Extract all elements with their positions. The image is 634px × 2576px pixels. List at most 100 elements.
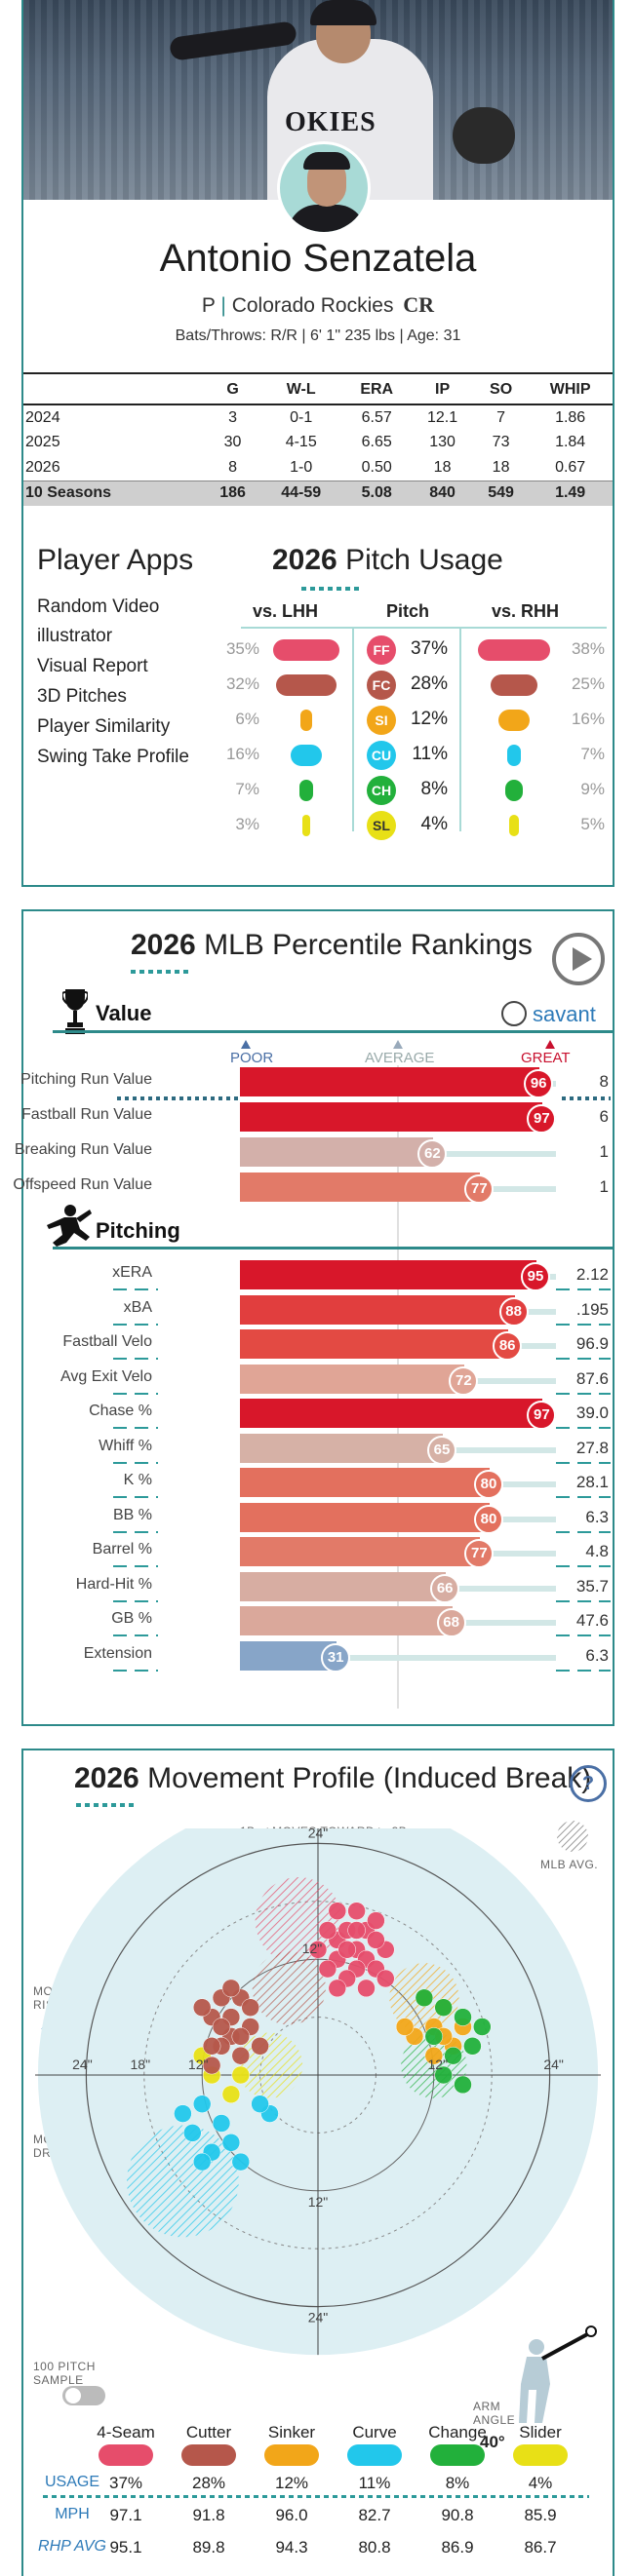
pitching-section-rule <box>53 1247 613 1250</box>
legend-pitch-name[interactable]: Change <box>428 2423 487 2441</box>
stats-header: WHIP <box>528 372 613 405</box>
legend-pitch-name[interactable]: Cutter <box>185 2423 232 2441</box>
legend-pitch-name[interactable]: Sinker <box>267 2423 316 2441</box>
stats-cell: 12.1 <box>427 408 458 426</box>
percentile-row[interactable]: Hard-Hit % 66 35.7 <box>23 1570 613 1603</box>
percentile-row[interactable]: K % 80 28.1 <box>23 1466 613 1499</box>
percentile-row[interactable]: Whiff % 65 27.8 <box>23 1432 613 1465</box>
row-dash <box>113 1427 158 1429</box>
percentile-bar <box>240 1137 434 1167</box>
legend-pitch-name[interactable]: 4-Seam <box>97 2423 155 2441</box>
legend-cell: 37% <box>108 2474 143 2492</box>
app-link[interactable]: illustrator <box>37 626 113 646</box>
percentile-bubble: 77 <box>464 1539 495 1568</box>
percentile-bubble: 97 <box>527 1104 557 1134</box>
pitch-sample-toggle[interactable] <box>62 2386 105 2405</box>
legend-cell: 96.0 <box>275 2506 308 2524</box>
percentile-row[interactable]: Breaking Run Value 62 1 <box>15 1135 613 1169</box>
totals-row: 10 Seasons 186 44-59 5.08 840 549 1.49 <box>23 480 613 506</box>
movement-card: 2026 Movement Profile (Induced Break) ? … <box>21 1749 614 2576</box>
legend-cell: 12% <box>274 2474 309 2492</box>
row-dash <box>113 1461 158 1464</box>
percentile-row[interactable]: BB % 80 6.3 <box>23 1501 613 1534</box>
percentile-row[interactable]: Pitching Run Value 96 8 <box>20 1065 613 1098</box>
percentile-row[interactable]: Avg Exit Velo 72 87.6 <box>23 1363 613 1396</box>
legend-row-label: USAGE <box>44 2474 99 2490</box>
percentile-row[interactable]: GB % 68 47.6 <box>23 1604 613 1637</box>
pitch-usage-row[interactable]: 16% CU 11% 7% <box>23 737 613 772</box>
percentile-bar <box>240 1433 443 1463</box>
scale-average: AVERAGE <box>365 1050 435 1066</box>
team-name[interactable]: Colorado Rockies <box>231 294 394 317</box>
pitch-usage-row[interactable]: 32% FC 28% 25% <box>23 667 613 702</box>
app-link[interactable]: Swing Take Profile <box>37 747 189 767</box>
row-dash <box>556 1669 611 1672</box>
percentile-row[interactable]: Offspeed Run Value 77 1 <box>13 1171 613 1204</box>
legend-cell: 85.9 <box>524 2506 557 2524</box>
average-marker-icon <box>393 1040 403 1049</box>
stats-cell: 30 <box>223 434 242 450</box>
row-dash <box>113 1323 158 1326</box>
avatar-hat <box>303 152 350 170</box>
percentile-row[interactable]: Chase % 97 39.0 <box>23 1397 613 1430</box>
legend-pitch-name[interactable]: Slider <box>519 2423 562 2441</box>
percentile-bar <box>240 1399 543 1428</box>
legend-pitch-name[interactable]: Curve <box>352 2423 397 2441</box>
title-underline-dots <box>301 587 360 591</box>
pitch-usage-row[interactable]: 6% SI 12% 16% <box>23 702 613 737</box>
legend-color-pill <box>99 2444 153 2466</box>
rhh-percent: 5% <box>580 815 605 833</box>
help-button[interactable]: ? <box>570 1765 607 1802</box>
app-link[interactable]: Player Similarity <box>37 716 171 737</box>
percentile-row[interactable]: Fastball Run Value 97 6 <box>21 1100 613 1134</box>
pitch-dot <box>192 2152 212 2172</box>
percentile-bubble: 72 <box>449 1365 479 1396</box>
percentile-bubble: 77 <box>464 1174 495 1204</box>
rhh-percent: 7% <box>580 745 605 763</box>
row-dash <box>556 1358 611 1360</box>
pitch-dot <box>318 1921 337 1940</box>
play-icon <box>573 947 592 971</box>
title-underline-dots <box>76 1803 137 1807</box>
pitch-usage-title-text: Pitch Usage <box>345 544 503 576</box>
pitch-dot <box>328 1902 347 1920</box>
percentile-bubble: 80 <box>474 1470 503 1499</box>
percentile-row[interactable]: xERA 95 2.12 <box>23 1258 613 1291</box>
lhh-pill <box>275 674 337 696</box>
metric-value: 6.3 <box>585 1645 609 1665</box>
ring-label: 24" <box>543 2057 564 2072</box>
metric-label: Extension <box>83 1644 152 1662</box>
mlb-average-zone <box>252 1951 326 2025</box>
play-button[interactable] <box>552 933 605 985</box>
row-dash <box>113 1599 158 1602</box>
movement-chart: 24" 12" 12" 24" 24" 18" 12" 12" 24" <box>35 1828 601 2356</box>
legend-cell: 91.8 <box>192 2506 225 2524</box>
pitching-section-title: Pitching <box>96 1218 180 1243</box>
legend-cell: 97.1 <box>109 2506 142 2524</box>
legend-cell: 28% <box>191 2474 226 2492</box>
pitcher-silhouette-icon <box>47 1205 92 1247</box>
percentile-row[interactable]: Barrel % 77 4.8 <box>23 1535 613 1568</box>
percentile-row[interactable]: xBA 88 .195 <box>23 1293 613 1326</box>
metric-value: 2.12 <box>575 1265 609 1284</box>
percentile-bar <box>240 1640 337 1671</box>
app-link[interactable]: Visual Report <box>37 656 148 676</box>
savant-link[interactable]: savant <box>501 1001 596 1027</box>
pitch-usage-row[interactable]: 7% CH 8% 9% <box>23 772 613 807</box>
metric-value: 6.3 <box>585 1507 609 1526</box>
percentile-row[interactable]: Fastball Velo 86 96.9 <box>23 1327 613 1361</box>
stats-cell: 0.67 <box>555 458 586 476</box>
pitch-dot <box>347 1902 366 1920</box>
pitch-usage-row[interactable]: 35% FF 37% 38% <box>23 632 613 667</box>
movement-title-text: Movement Profile (Induced Break) <box>147 1762 592 1794</box>
row-dash <box>113 1530 158 1533</box>
pitch-code-badge: FC <box>367 671 396 700</box>
stats-cell: 10 Seasons <box>23 480 206 506</box>
metric-label: Pitching Run Value <box>20 1071 152 1088</box>
player-position: P <box>201 294 216 317</box>
pitch-dot <box>415 1988 434 2008</box>
app-link[interactable]: 3D Pitches <box>37 686 127 707</box>
app-link[interactable]: Random Video <box>37 596 160 617</box>
pitch-usage-row[interactable]: 3% SL 4% 5% <box>23 807 613 842</box>
percentile-row[interactable]: Extension 31 6.3 <box>23 1639 613 1672</box>
